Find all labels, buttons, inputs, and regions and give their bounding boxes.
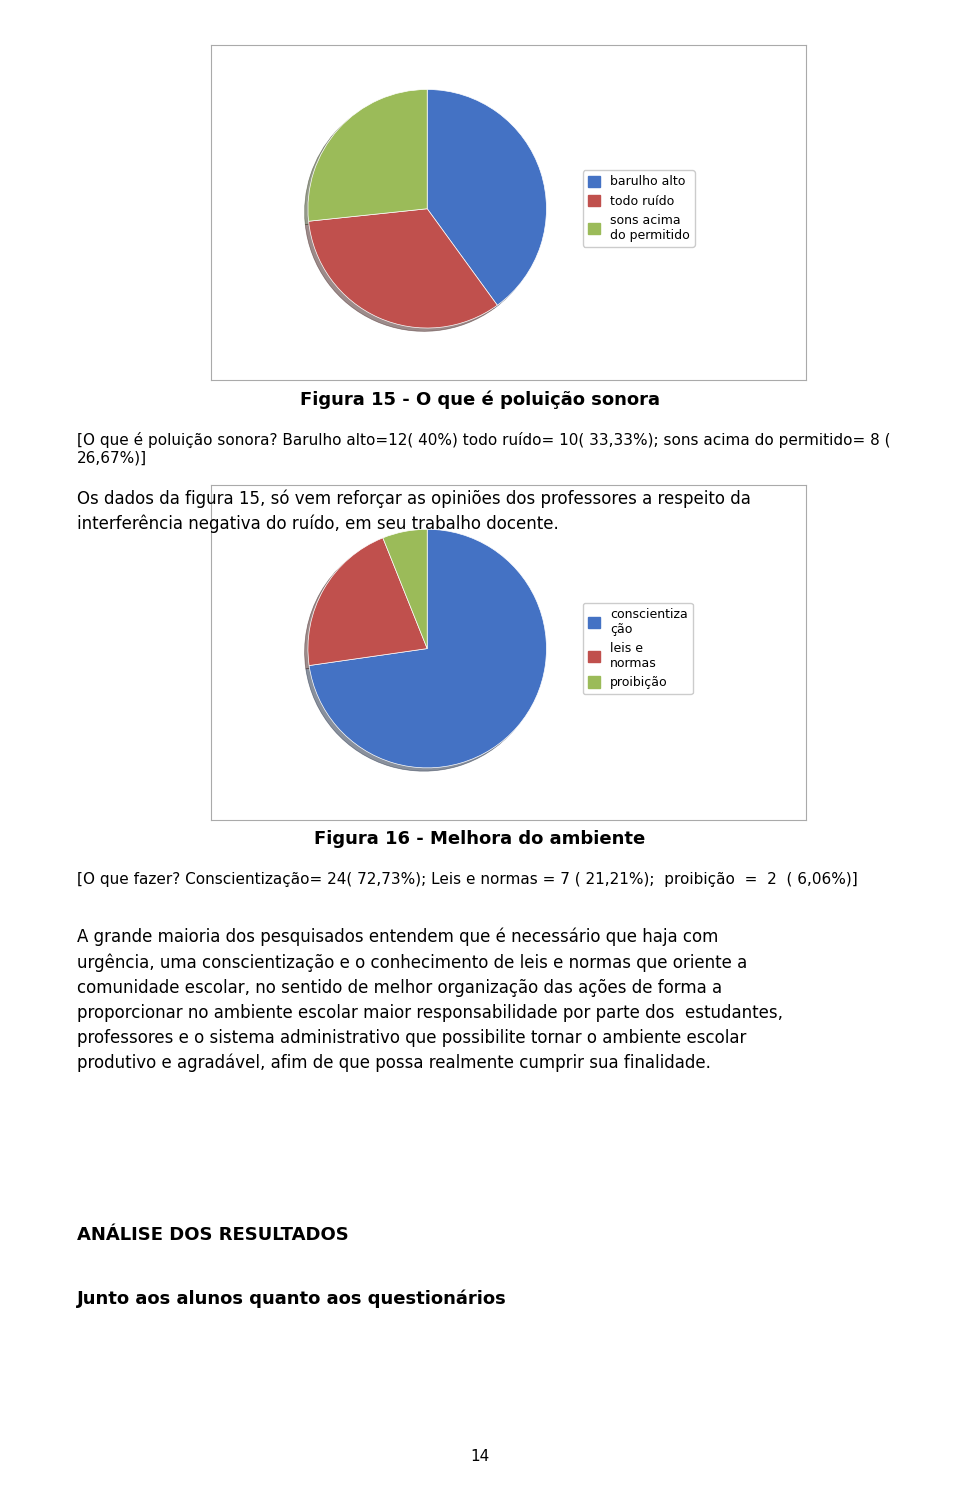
Text: ANÁLISE DOS RESULTADOS: ANÁLISE DOS RESULTADOS <box>77 1226 348 1243</box>
Text: Figura 15 - O que é poluição sonora: Figura 15 - O que é poluição sonora <box>300 391 660 409</box>
Wedge shape <box>309 529 546 768</box>
Wedge shape <box>427 89 546 306</box>
Text: [O que é poluição sonora? Barulho alto=12( 40%) todo ruído= 10( 33,33%); sons ac: [O que é poluição sonora? Barulho alto=1… <box>77 432 890 465</box>
Legend: conscientiza
ção, leis e
normas, proibição: conscientiza ção, leis e normas, proibiç… <box>583 602 693 695</box>
Text: Os dados da figura 15, só vem reforçar as opiniões dos professores a respeito da: Os dados da figura 15, só vem reforçar a… <box>77 489 751 534</box>
Text: A grande maioria dos pesquisados entendem que é necessário que haja com
urgência: A grande maioria dos pesquisados entende… <box>77 927 782 1072</box>
Text: 14: 14 <box>470 1449 490 1464</box>
Text: Junto aos alunos quanto aos questionários: Junto aos alunos quanto aos questionário… <box>77 1290 507 1308</box>
Wedge shape <box>308 89 427 221</box>
Wedge shape <box>308 209 497 328</box>
Legend: barulho alto, todo ruído, sons acima
do permitido: barulho alto, todo ruído, sons acima do … <box>583 170 695 248</box>
Text: Figura 16 - Melhora do ambiente: Figura 16 - Melhora do ambiente <box>314 830 646 848</box>
Text: [O que fazer? Conscientização= 24( 72,73%); Leis e normas = 7 ( 21,21%);  proibi: [O que fazer? Conscientização= 24( 72,73… <box>77 872 857 887</box>
Wedge shape <box>383 529 427 649</box>
Wedge shape <box>308 538 427 665</box>
